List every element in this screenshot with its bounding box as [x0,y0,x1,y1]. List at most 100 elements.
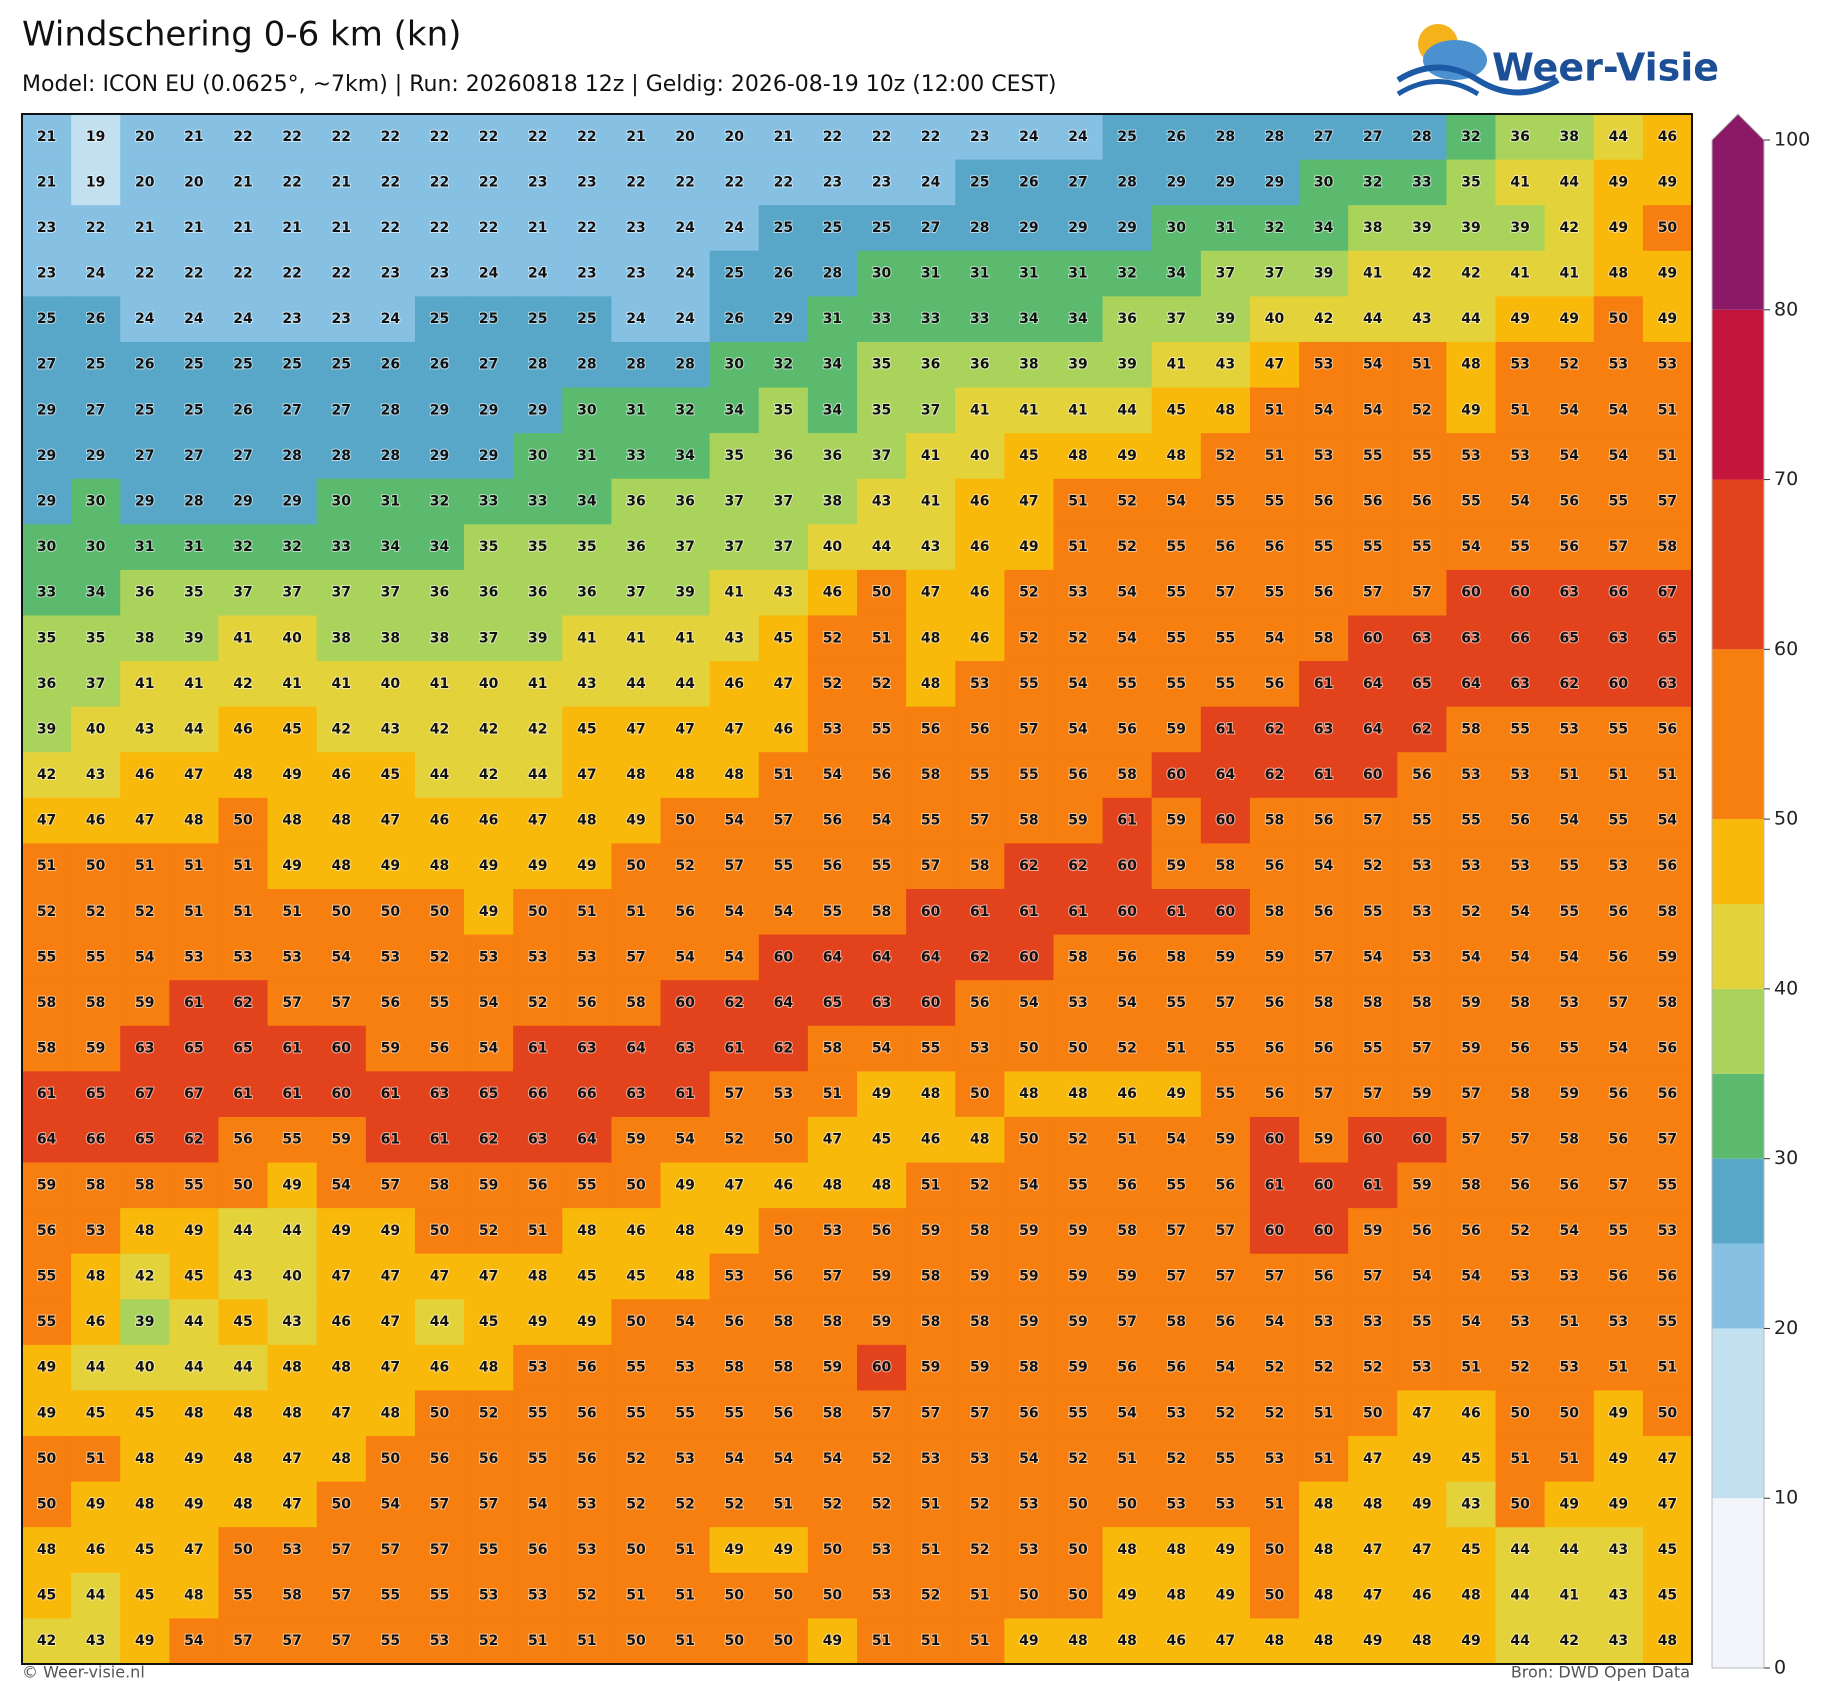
cell-label: 35 [774,402,793,418]
cell [22,341,72,389]
cell [120,1390,170,1437]
cell [562,1527,612,1574]
cell-label: 51 [1117,1132,1136,1148]
cell [513,341,563,389]
cell-label: 55 [1609,1223,1628,1239]
cell [169,387,219,434]
cell-label: 51 [1658,402,1677,418]
cell [1053,980,1104,1027]
cell [1495,159,1546,206]
cell-label: 55 [970,767,989,783]
cell [71,1527,121,1574]
cell [1446,433,1497,480]
cell-label: 22 [626,174,645,190]
cell-label: 55 [1461,813,1480,829]
cell-label: 49 [1117,448,1136,464]
cell-label: 49 [332,1223,351,1239]
cell-label: 58 [1314,630,1333,646]
cell [1004,1618,1054,1665]
cell-label: 46 [1461,1405,1480,1421]
cell [1151,569,1202,616]
cell [1495,569,1546,616]
cell-label: 38 [1363,220,1382,236]
cell-label: 52 [823,630,842,646]
cell-label: 47 [1363,1451,1382,1467]
cell [611,433,662,480]
cell-label: 50 [724,1588,744,1604]
cell [709,114,760,161]
cell [1053,1527,1104,1574]
cell-label: 60 [921,904,941,920]
cell-label: 38 [1559,129,1578,145]
cell-label: 50 [37,1451,57,1467]
cell-label: 47 [37,813,56,829]
cell [807,843,858,890]
cell [513,1025,563,1072]
cell [1004,1116,1054,1164]
cell-label: 64 [37,1132,57,1148]
cell-label: 55 [1019,676,1038,692]
cell [1151,296,1202,343]
cell-label: 57 [1117,1314,1136,1330]
cell [365,1436,416,1483]
cell-label: 59 [1363,1223,1382,1239]
cell-label: 35 [86,630,105,646]
cell-label: 52 [1412,402,1431,418]
cell-label: 55 [479,1542,498,1558]
cell-label: 34 [577,494,597,510]
cell [22,387,72,434]
cell [1495,478,1546,525]
cell [1200,1253,1251,1300]
cell [1102,341,1153,389]
cell [611,706,662,753]
cell [1249,205,1300,252]
cell-label: 50 [724,1633,744,1649]
cell [71,980,121,1027]
cell-label: 52 [1510,1223,1529,1239]
cell [1200,524,1251,571]
cell [955,1208,1005,1255]
cell [1249,1299,1300,1346]
cell-label: 34 [823,357,843,373]
cell-label: 64 [872,949,892,965]
cell-label: 59 [1167,813,1186,829]
cell [1053,1390,1104,1437]
cell-label: 53 [528,1360,547,1376]
colorbar-tick-label: 10 [1774,1487,1798,1509]
cell [1495,1390,1546,1437]
cell-label: 49 [1658,311,1677,327]
cell [1299,1116,1349,1164]
cell [1200,934,1251,981]
cell [267,615,318,662]
cell [267,1390,318,1437]
cell-label: 57 [381,1177,400,1193]
cell-label: 25 [1117,129,1136,145]
cell [1593,205,1644,252]
cell [1495,524,1546,571]
cell-label: 53 [774,1086,793,1102]
cell [1102,250,1153,297]
cell [169,114,219,161]
cell [316,524,367,571]
cell [1151,1344,1202,1391]
cell-label: 55 [1167,995,1186,1011]
cell [316,843,367,890]
cell [316,797,367,844]
cell [464,843,514,890]
cell [414,341,465,389]
cell-label: 52 [479,1633,498,1649]
cell [1004,980,1054,1027]
cell-label: 51 [1609,1360,1628,1376]
cell [857,843,907,890]
cell [1495,752,1546,799]
cell [120,1572,170,1619]
cell [169,433,219,480]
cell-label: 58 [724,1360,743,1376]
cell [464,433,514,480]
cell [611,478,662,525]
cell [955,114,1005,161]
cell-label: 59 [1216,949,1235,965]
cell-label: 56 [1609,904,1628,920]
cell-label: 55 [37,949,56,965]
